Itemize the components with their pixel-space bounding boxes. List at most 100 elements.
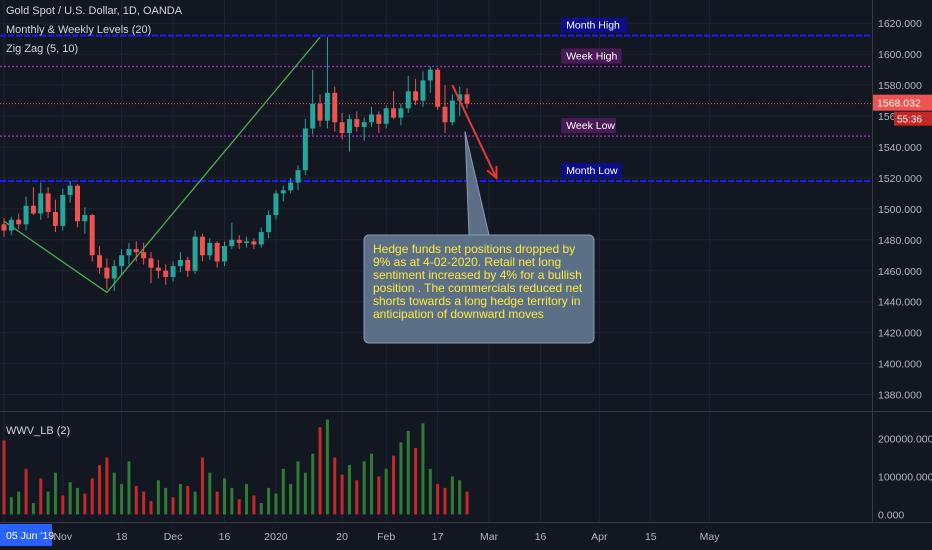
candle[interactable]	[111, 259, 117, 291]
candle[interactable]	[38, 182, 44, 220]
volume-bar[interactable]	[46, 491, 50, 515]
volume-bar[interactable]	[428, 468, 432, 515]
volume-bar[interactable]	[120, 484, 124, 515]
volume-bar[interactable]	[90, 478, 94, 515]
symbol-title[interactable]: Gold Spot / U.S. Dollar, 1D, OANDA	[6, 5, 183, 17]
volume-bar[interactable]	[105, 457, 109, 515]
volume-pane-title[interactable]: WWV_LB (2)	[6, 425, 71, 437]
volume-bar[interactable]	[186, 485, 190, 515]
volume-bar[interactable]	[223, 478, 226, 515]
volume-bar[interactable]	[281, 468, 285, 515]
volume-bar[interactable]	[311, 453, 315, 515]
volume-bar[interactable]	[9, 497, 13, 515]
candle[interactable]	[464, 88, 470, 109]
level-label[interactable]: Month Low	[566, 165, 618, 177]
volume-bar[interactable]	[237, 499, 241, 515]
volume-bar[interactable]	[318, 427, 322, 515]
volume-bar[interactable]	[296, 461, 300, 515]
candle[interactable]	[60, 188, 66, 231]
volume-bar[interactable]	[252, 495, 256, 515]
candle[interactable]	[16, 213, 22, 229]
candle[interactable]	[369, 106, 374, 127]
candle[interactable]	[302, 119, 308, 175]
candle[interactable]	[52, 199, 58, 233]
indicator-zigzag[interactable]: Zig Zag (5, 10)	[6, 43, 79, 55]
volume-bar[interactable]	[17, 491, 21, 515]
volume-bar[interactable]	[230, 487, 234, 515]
candle[interactable]	[258, 227, 264, 248]
candle[interactable]	[155, 259, 161, 279]
candle[interactable]	[163, 264, 169, 285]
level-label[interactable]: Week High	[566, 51, 617, 63]
candle[interactable]	[413, 78, 419, 106]
candle[interactable]	[266, 210, 272, 239]
candle[interactable]	[82, 207, 88, 234]
volume-bar[interactable]	[83, 493, 87, 515]
candle[interactable]	[170, 261, 176, 282]
candle[interactable]	[251, 238, 257, 250]
volume-bar[interactable]	[142, 491, 146, 515]
price-axis[interactable]: 1380.000 1400.000 1420.000 1440.000 1460.000…	[878, 18, 922, 401]
candle[interactable]	[222, 241, 227, 267]
candle[interactable]	[1, 218, 7, 237]
volume-bar[interactable]	[333, 457, 337, 515]
candle[interactable]	[310, 69, 316, 135]
volume-bar[interactable]	[355, 480, 359, 515]
volume-bar[interactable]	[274, 493, 278, 515]
candle[interactable]	[89, 213, 95, 262]
volume-bar[interactable]	[436, 484, 440, 515]
volume-bar[interactable]	[289, 484, 293, 515]
candle[interactable]	[133, 241, 139, 262]
candle[interactable]	[75, 184, 80, 228]
level-label[interactable]: Month High	[566, 20, 620, 32]
candle[interactable]	[185, 256, 191, 277]
candle[interactable]	[339, 112, 345, 140]
candle[interactable]	[8, 216, 14, 236]
volume-bar[interactable]	[377, 476, 381, 515]
volume-bar[interactable]	[414, 448, 418, 515]
candle[interactable]	[435, 68, 441, 110]
volume-bar[interactable]	[164, 487, 168, 515]
candle[interactable]	[317, 94, 323, 127]
volume-bar[interactable]	[156, 480, 160, 515]
candle[interactable]	[332, 86, 338, 132]
candle[interactable]	[199, 233, 205, 262]
candle[interactable]	[383, 105, 389, 129]
volume-bar[interactable]	[193, 491, 197, 515]
volume-bar[interactable]	[370, 453, 373, 515]
volume-bar[interactable]	[399, 442, 403, 515]
time-axis[interactable]: 05 Jun '19 Nov 18 Dec 16 2020 20 Feb 17 Mar 16 Apr 1…	[0, 524, 720, 546]
candle[interactable]	[236, 235, 242, 250]
candle[interactable]	[346, 114, 352, 152]
candle[interactable]	[244, 236, 250, 248]
volume-bar[interactable]	[215, 491, 219, 515]
volume-bar[interactable]	[347, 465, 351, 515]
candle[interactable]	[214, 241, 220, 268]
volume-bar[interactable]	[112, 472, 116, 515]
candle[interactable]	[97, 246, 103, 274]
volume-bar[interactable]	[200, 457, 204, 515]
volume-bar[interactable]	[362, 461, 366, 515]
candle[interactable]	[280, 185, 286, 202]
candle[interactable]	[288, 177, 294, 194]
volume-bar[interactable]	[24, 468, 28, 515]
candle[interactable]	[23, 196, 29, 231]
candle[interactable]	[177, 252, 183, 273]
level-label[interactable]: Week Low	[566, 120, 615, 132]
volume-bar[interactable]	[178, 484, 182, 515]
candle[interactable]	[398, 103, 404, 126]
candle[interactable]	[207, 238, 213, 260]
candle[interactable]	[192, 230, 198, 274]
callout-box[interactable]	[363, 234, 595, 344]
volume-bar[interactable]	[2, 440, 6, 515]
volume-bar[interactable]	[421, 423, 425, 515]
candle[interactable]	[324, 37, 330, 129]
volume-bar[interactable]	[134, 485, 138, 515]
volume-bar[interactable]	[267, 487, 271, 515]
candle[interactable]	[376, 111, 382, 134]
candle[interactable]	[442, 85, 448, 134]
candle[interactable]	[427, 66, 433, 93]
indicator-monthly-weekly-levels[interactable]: Monthly & Weekly Levels (20)	[6, 24, 152, 36]
volume-bar[interactable]	[61, 495, 65, 515]
